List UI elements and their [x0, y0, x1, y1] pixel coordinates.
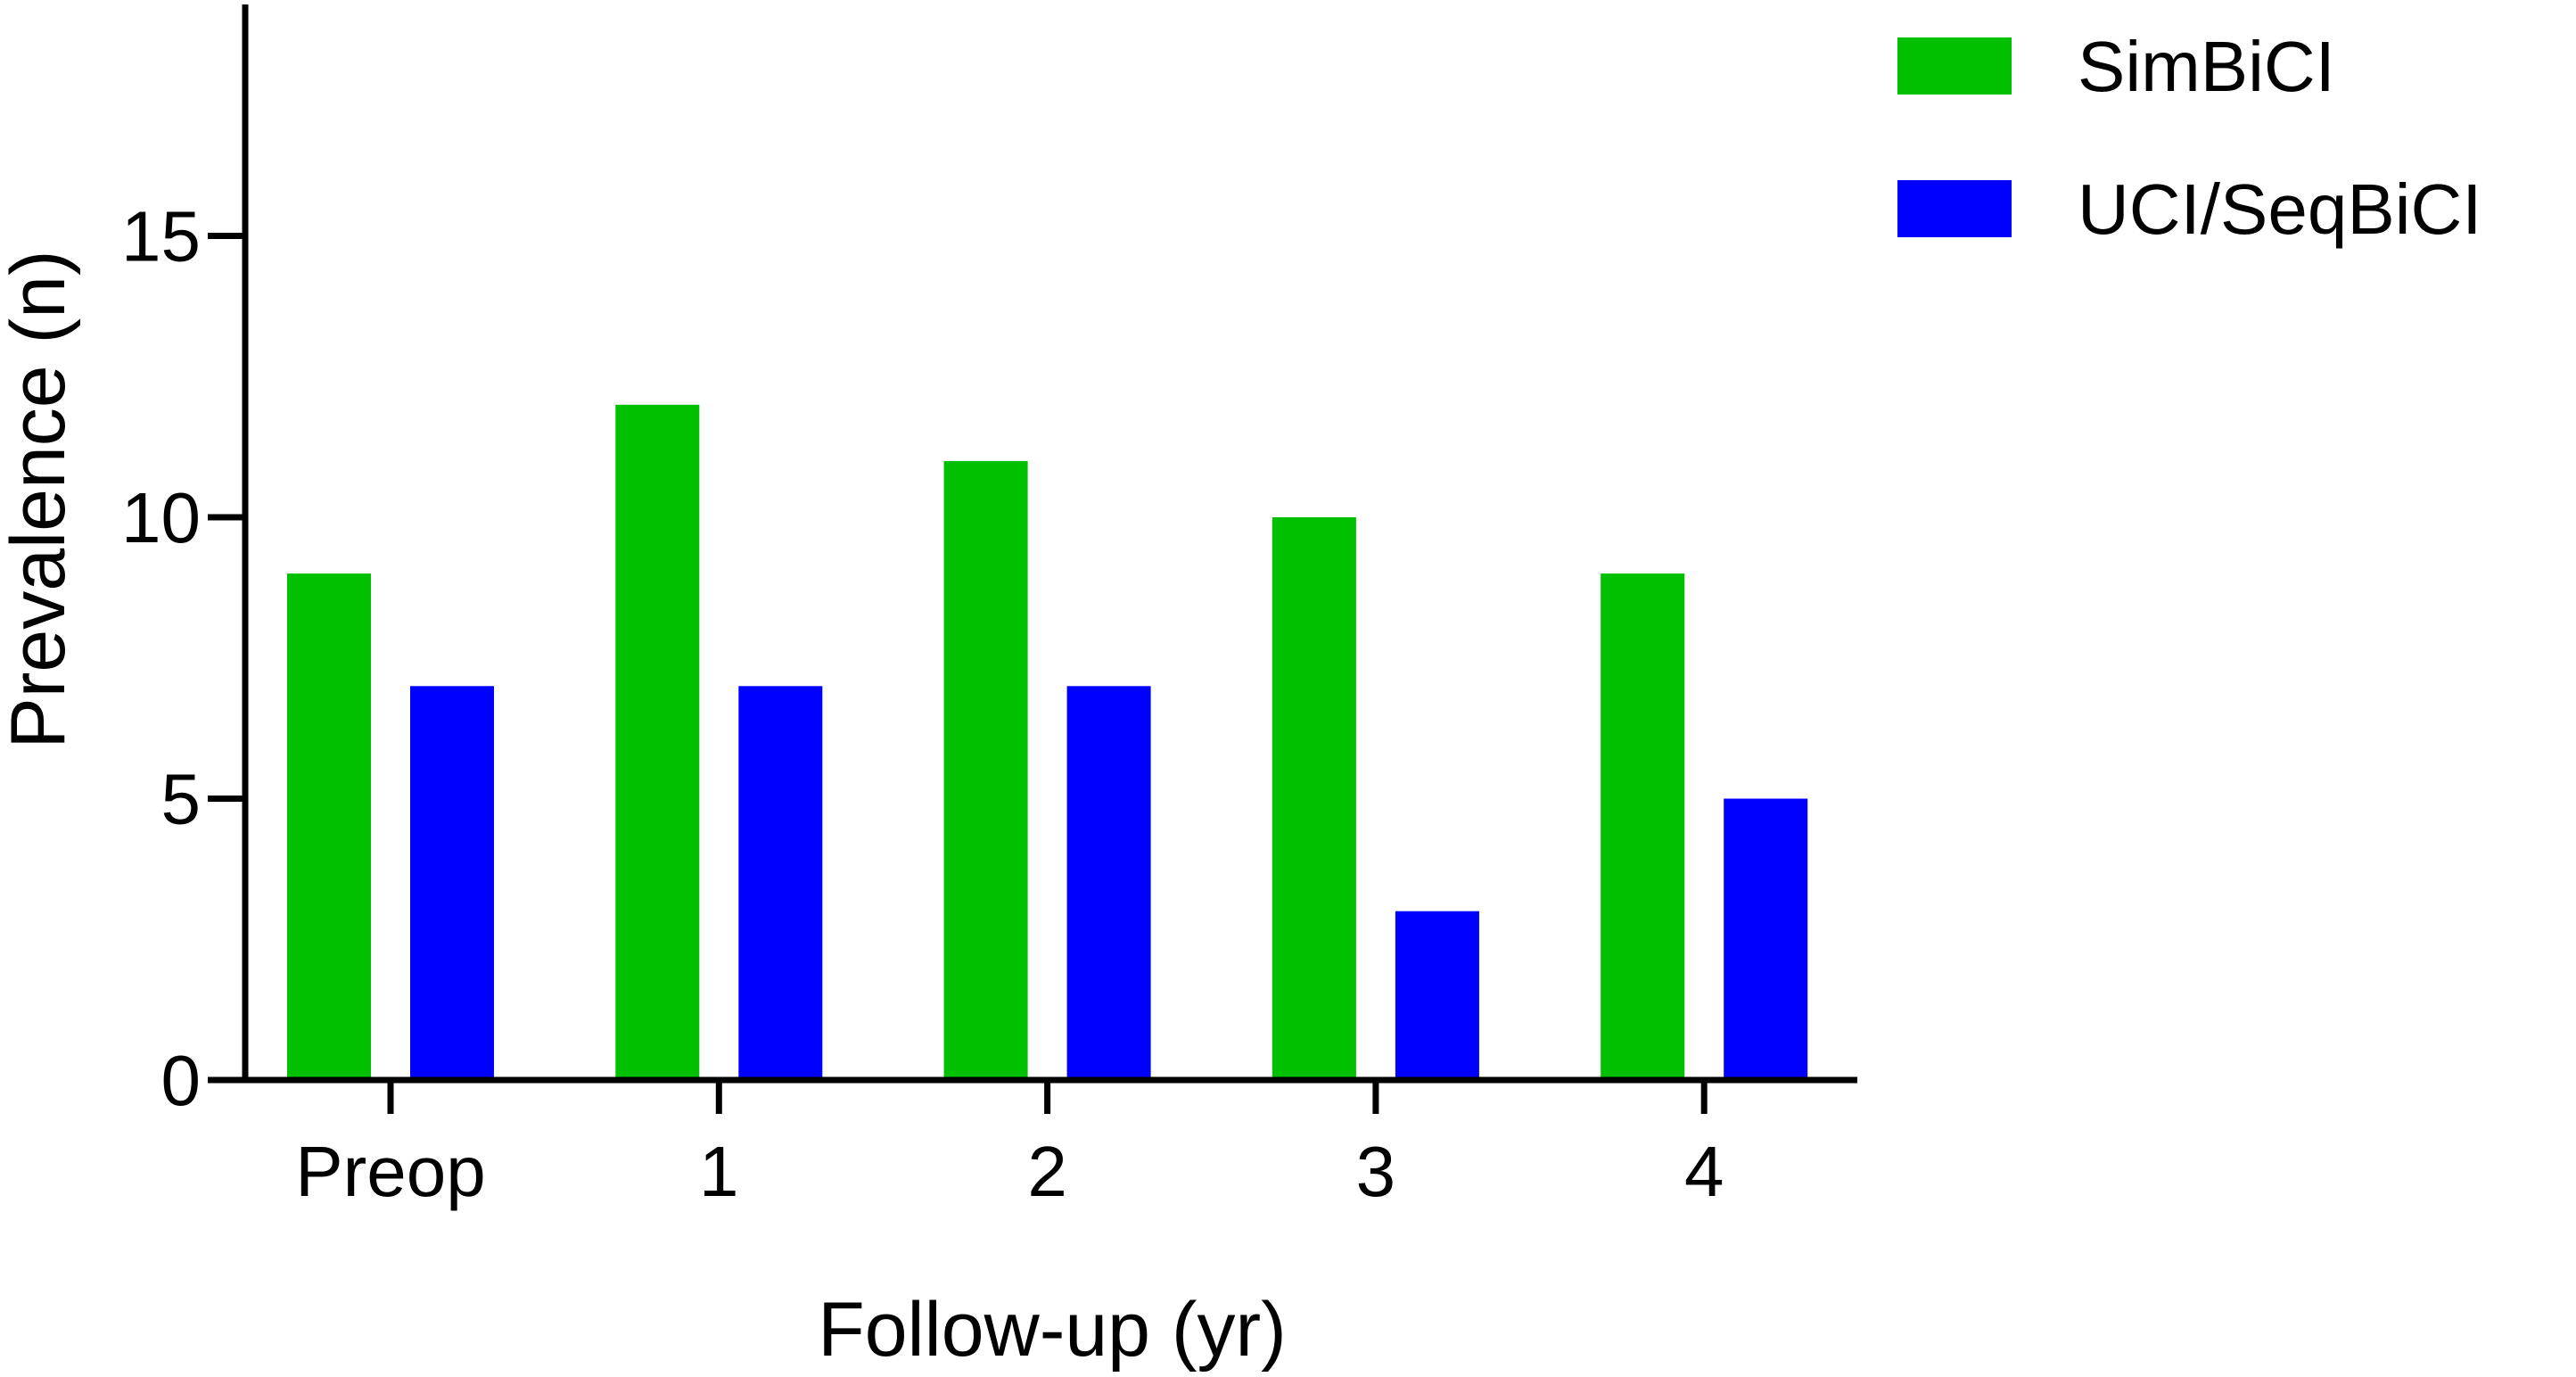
y-tick-label-0: 0	[161, 1041, 202, 1120]
y-tick-label-5: 5	[161, 760, 202, 839]
x-tick-label-2: 2	[1027, 1132, 1067, 1211]
bar-series2-1	[738, 686, 823, 1080]
legend-swatch-2	[1897, 180, 2012, 237]
x-tick-label-1: 1	[699, 1132, 739, 1211]
bar-series2-0	[410, 686, 494, 1080]
bar-series1-3	[1272, 517, 1356, 1080]
y-tick-label-15: 15	[121, 197, 201, 276]
x-tick-label-0: Preop	[295, 1132, 485, 1211]
bar-series1-0	[287, 573, 371, 1080]
bars-group	[287, 404, 1808, 1080]
x-tick-label-4: 4	[1684, 1132, 1724, 1211]
x-tick-label-3: 3	[1356, 1132, 1396, 1211]
legend-label-2: UCI/SeqBiCI	[2078, 169, 2481, 249]
bar-series1-1	[615, 404, 700, 1080]
bar-series2-2	[1066, 686, 1151, 1080]
x-axis-title: Follow-up (yr)	[818, 1287, 1287, 1373]
bar-series1-2	[943, 460, 1028, 1080]
bar-series2-3	[1395, 911, 1479, 1080]
bar-series2-4	[1724, 798, 1808, 1080]
bar-series1-4	[1601, 573, 1685, 1080]
y-tick-label-10: 10	[121, 478, 201, 557]
ticks-group: 0 5 10 15 Preop 1 2 3 4	[121, 197, 1724, 1212]
legend: SimBiCI UCI/SeqBiCI	[1897, 27, 2481, 249]
legend-label-1: SimBiCI	[2078, 27, 2335, 106]
y-axis-title: Prevalence (n)	[0, 250, 81, 748]
legend-swatch-1	[1897, 37, 2012, 95]
